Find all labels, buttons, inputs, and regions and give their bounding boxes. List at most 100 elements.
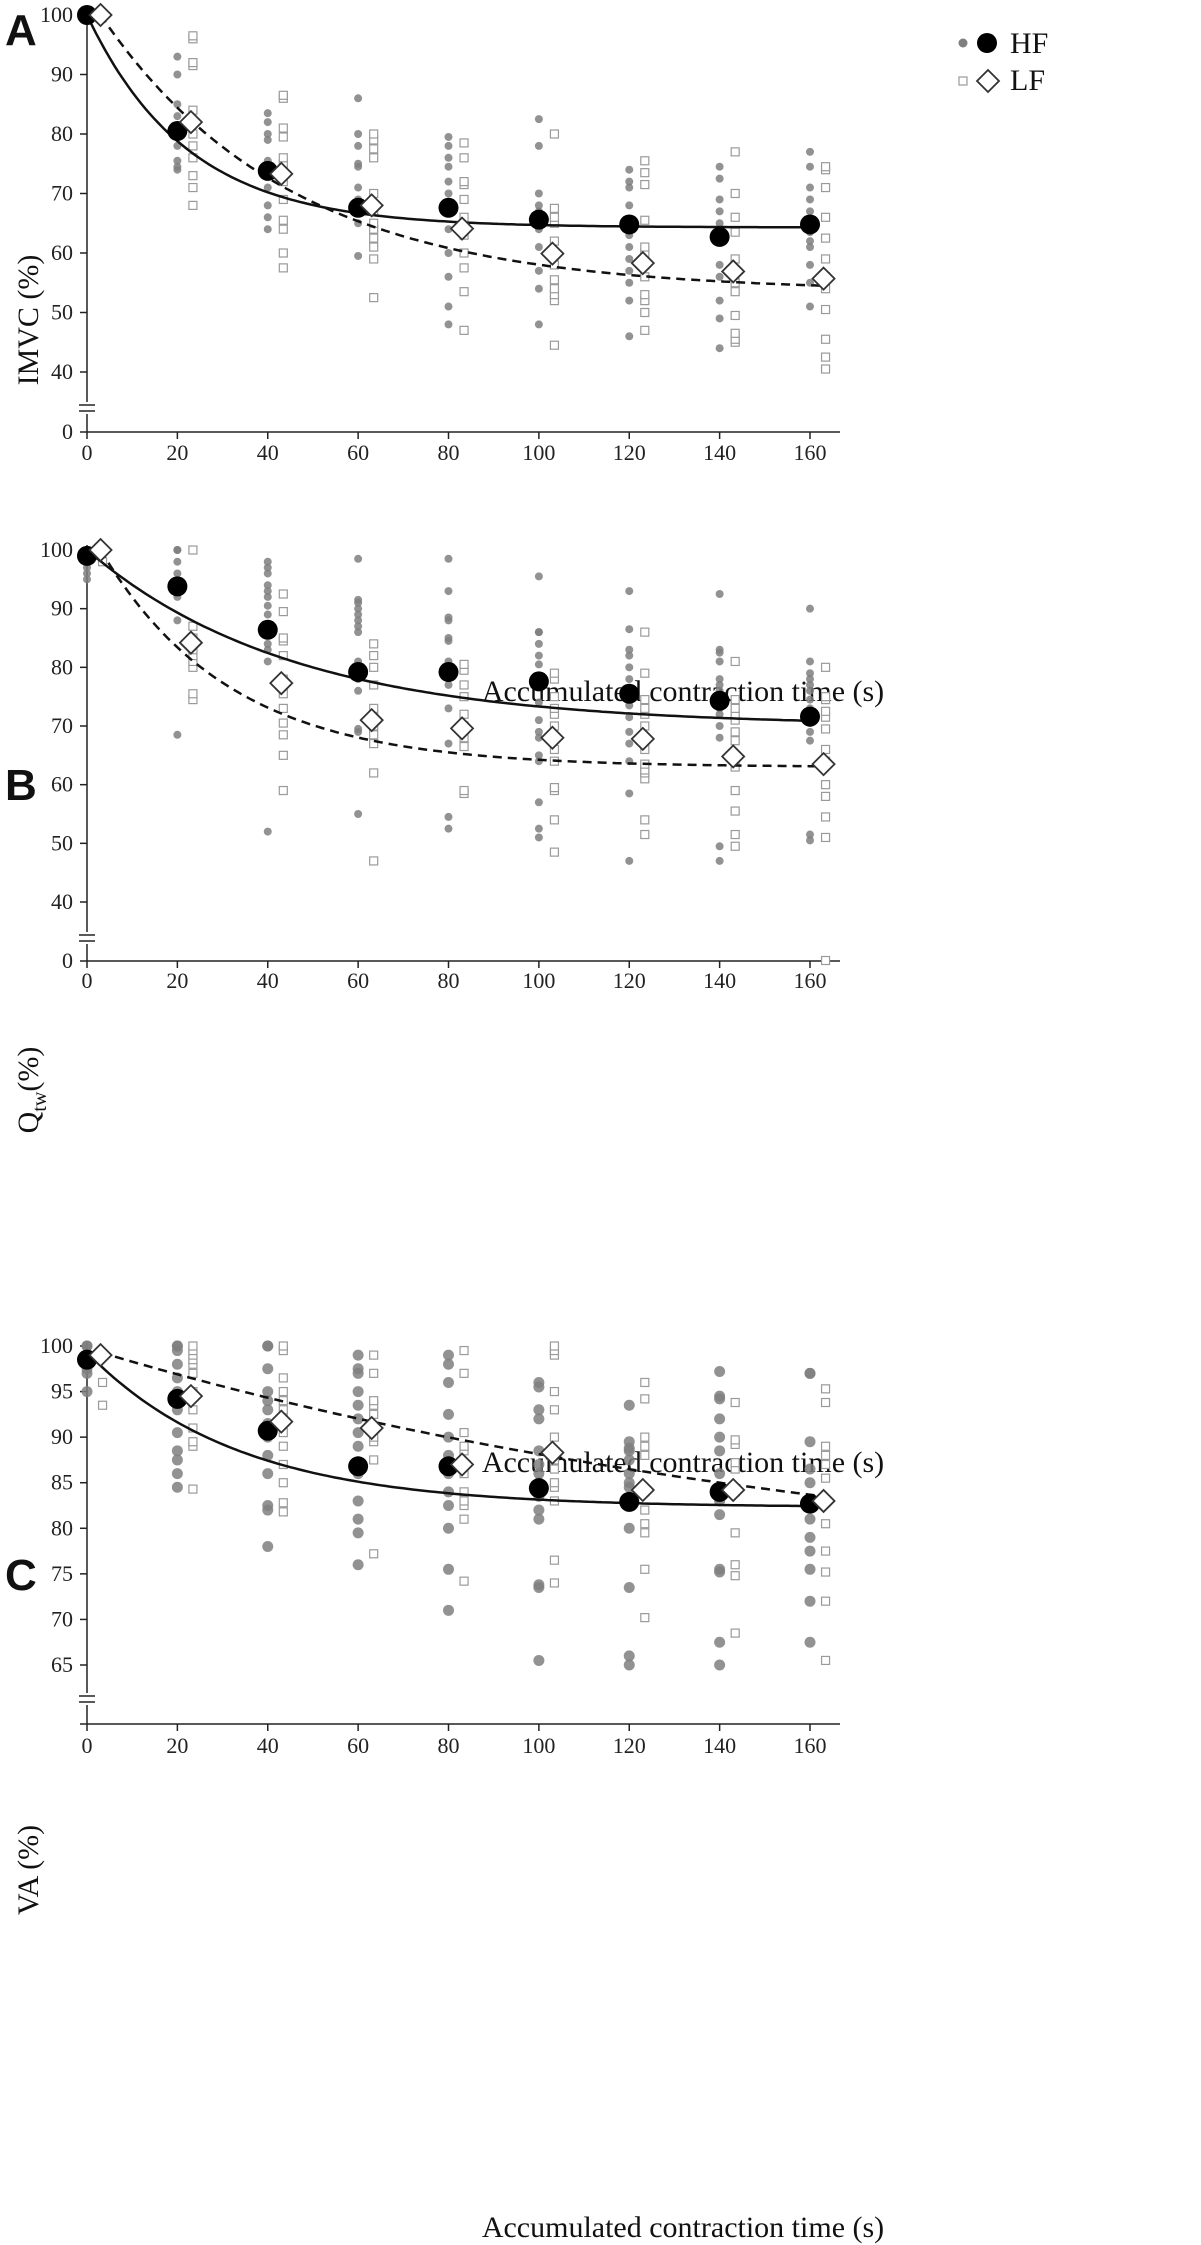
lf-individual-point bbox=[730, 806, 740, 816]
hf-individual-point bbox=[533, 1376, 545, 1388]
hf-individual-point bbox=[354, 604, 363, 613]
y-tick-label: 85 bbox=[51, 1470, 73, 1495]
hf-individual-point bbox=[352, 1386, 364, 1398]
hf-mean-marker bbox=[257, 619, 278, 640]
hf-individual-point bbox=[354, 724, 363, 733]
y-axis-title-suffix: (%) bbox=[12, 1047, 45, 1092]
lf-mean-marker bbox=[359, 193, 384, 218]
lf-individual-point bbox=[640, 703, 650, 714]
hf-individual-point bbox=[534, 628, 543, 637]
hf-individual-point bbox=[534, 243, 543, 252]
hf-individual-point bbox=[171, 1358, 183, 1370]
hf-individual-point bbox=[263, 610, 272, 619]
hf-individual-point bbox=[263, 130, 272, 138]
lf-individual-point bbox=[549, 692, 560, 702]
lf-mean-marker bbox=[178, 1383, 204, 1409]
hf-individual-point bbox=[534, 572, 543, 581]
lf-individual-point bbox=[730, 1458, 740, 1468]
lf-individual-point bbox=[459, 153, 469, 163]
lf-individual-point bbox=[459, 138, 469, 148]
legend-lf-mean-marker bbox=[975, 68, 1001, 94]
hf-individual-point bbox=[625, 165, 634, 174]
lf-individual-point bbox=[188, 200, 198, 210]
hf-individual-point bbox=[806, 675, 814, 684]
lf-individual-point bbox=[278, 224, 288, 234]
lf-individual-point bbox=[278, 750, 288, 760]
lf-mean-marker bbox=[630, 726, 656, 752]
lf-individual-point bbox=[549, 1578, 560, 1588]
hf-individual-point bbox=[623, 1650, 635, 1662]
lf-mean-marker bbox=[449, 216, 475, 241]
hf-individual-point bbox=[262, 1468, 274, 1480]
lf-individual-point bbox=[549, 782, 560, 793]
panel-letter-c: C bbox=[5, 1551, 37, 1600]
hf-individual-point bbox=[534, 320, 543, 329]
hf-individual-point bbox=[623, 1582, 635, 1594]
hf-individual-point bbox=[171, 1454, 183, 1466]
lf-individual-point bbox=[640, 1432, 650, 1442]
hf-individual-point bbox=[806, 680, 814, 689]
hf-individual-point bbox=[443, 1604, 454, 1616]
hf-mean-marker bbox=[528, 1478, 549, 1499]
lf-individual-point bbox=[278, 1373, 288, 1383]
hf-individual-point bbox=[625, 243, 634, 252]
hf-mean-marker bbox=[709, 690, 730, 711]
lf-individual-point bbox=[369, 144, 379, 154]
lf-individual-point bbox=[188, 1484, 198, 1494]
hf-individual-point bbox=[625, 177, 634, 186]
hf-individual-point bbox=[354, 554, 363, 563]
hf-mean-marker bbox=[619, 1491, 640, 1512]
lf-individual-point bbox=[730, 785, 740, 796]
lf-mean-marker bbox=[269, 1409, 294, 1434]
lf-mean-marker bbox=[359, 1415, 384, 1441]
hf-individual-point bbox=[714, 1393, 726, 1405]
hf-individual-point bbox=[806, 183, 814, 192]
lf-mean-marker bbox=[269, 670, 294, 696]
hf-individual-point bbox=[173, 156, 182, 165]
lf-individual-point bbox=[730, 841, 740, 851]
lf-individual-point bbox=[730, 1435, 740, 1445]
lf-individual-point bbox=[549, 212, 560, 222]
hf-individual-point bbox=[354, 94, 363, 103]
lf-individual-point bbox=[730, 829, 740, 840]
y-tick-label: 100 bbox=[40, 2, 73, 27]
hf-individual-point bbox=[714, 1445, 726, 1457]
lf-individual-point bbox=[278, 703, 288, 714]
hf-individual-point bbox=[715, 590, 724, 598]
hf-mean-marker bbox=[77, 5, 97, 25]
hf-individual-point bbox=[444, 272, 453, 281]
lf-individual-point bbox=[820, 212, 831, 222]
hf-individual-point bbox=[263, 639, 272, 648]
legend-hf-individual-marker bbox=[958, 38, 968, 48]
hf-individual-point bbox=[806, 736, 814, 745]
hf-individual-point bbox=[534, 751, 543, 760]
lf-individual-point bbox=[640, 668, 650, 678]
y-tick-label: 90 bbox=[51, 1424, 73, 1449]
y-axis-title: IMVC (%) bbox=[12, 255, 45, 386]
hf-mean-marker bbox=[800, 214, 820, 235]
lf-individual-point bbox=[278, 589, 288, 599]
hf-individual-point bbox=[625, 789, 634, 798]
lf-individual-point bbox=[188, 141, 198, 151]
lf-individual-point bbox=[820, 182, 831, 193]
hf-individual-point bbox=[806, 207, 814, 216]
lf-mean-marker bbox=[720, 259, 746, 284]
lf-individual-point bbox=[278, 215, 288, 225]
x-tick-label: 60 bbox=[347, 440, 369, 465]
lf-individual-point bbox=[549, 203, 560, 213]
lf-individual-point bbox=[820, 1655, 831, 1666]
lf-individual-point bbox=[820, 254, 831, 264]
hf-individual-point bbox=[625, 254, 634, 263]
lf-individual-point bbox=[549, 1386, 560, 1397]
hf-individual-point bbox=[262, 1404, 274, 1416]
y-axis-title-subscript: tw bbox=[29, 1091, 51, 1112]
lf-individual-point bbox=[369, 129, 379, 139]
hf-mean-marker bbox=[348, 662, 369, 683]
hf-individual-point bbox=[806, 727, 814, 736]
x-tick-label: 0 bbox=[82, 440, 93, 465]
lf-individual-point bbox=[549, 1432, 560, 1442]
hf-individual-point bbox=[352, 1399, 364, 1411]
hf-individual-point bbox=[534, 141, 543, 150]
lf-individual-point bbox=[549, 129, 560, 139]
